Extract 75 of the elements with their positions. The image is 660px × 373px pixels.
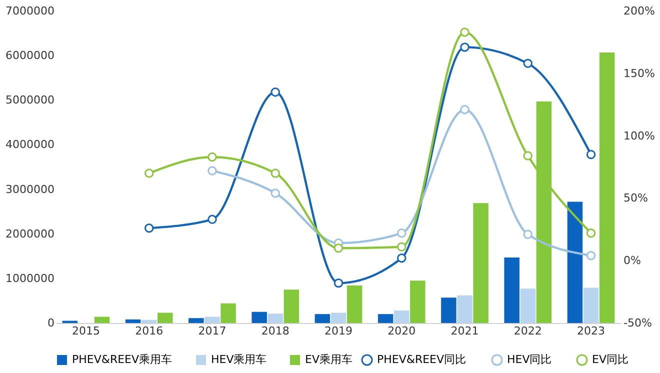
y-tick-label: 2000000: [6, 227, 54, 240]
point: [586, 228, 596, 238]
x-tick-label: 2017: [198, 324, 226, 338]
bar: [314, 314, 330, 323]
x-tick-label: 2020: [388, 324, 416, 338]
point: [460, 28, 470, 37]
y-tick-label: 5000000: [6, 94, 54, 107]
legend-label: EV乘用车: [305, 353, 352, 366]
point: [270, 188, 280, 198]
bar: [284, 290, 300, 323]
point: [270, 88, 280, 97]
point: [144, 224, 154, 233]
point: [334, 244, 344, 253]
bar: [220, 303, 236, 323]
point: [586, 250, 596, 260]
bar: [504, 257, 520, 323]
y2-tick-label: 150%: [624, 66, 655, 80]
bar: [441, 298, 456, 323]
point: [270, 168, 280, 178]
x-tick-label: 2015: [72, 324, 100, 338]
bar: [410, 280, 426, 323]
x-tick-label: 2016: [135, 324, 164, 338]
y2-tick-label: 100%: [624, 129, 655, 142]
bar: [141, 320, 157, 323]
bar: [457, 295, 472, 323]
point: [334, 278, 344, 288]
bar: [125, 319, 141, 323]
bar: [94, 316, 110, 323]
point: [523, 151, 533, 160]
x-tick-label: 2019: [324, 324, 352, 338]
bar: [473, 203, 488, 323]
bar: [268, 314, 283, 323]
bar: [204, 316, 220, 323]
point: [144, 168, 154, 178]
point: [523, 230, 533, 240]
legend-label: HEV同比: [507, 353, 552, 366]
y2-tick-label: -50%: [624, 316, 652, 330]
bar: [378, 314, 394, 323]
legend-label: PHEV&REEV乘用车: [72, 353, 172, 366]
point: [208, 214, 217, 224]
point: [523, 58, 533, 68]
bar: [252, 312, 267, 323]
bar: [394, 310, 410, 323]
y2-tick-label: 0%: [624, 254, 641, 268]
y-tick-label: 6000000: [6, 49, 54, 62]
bar: [599, 52, 615, 323]
x-tick-label: 2023: [577, 324, 606, 338]
point: [208, 152, 217, 162]
bar: [567, 202, 583, 323]
point: [460, 104, 470, 114]
bar: [330, 312, 346, 323]
y-tick-label: 3000000: [6, 182, 54, 196]
bar: [158, 312, 173, 323]
y-tick-label: 1000000: [6, 272, 54, 285]
bar: [583, 288, 599, 323]
point: [460, 42, 470, 52]
y2-tick-label: 50%: [624, 192, 648, 205]
bar: [346, 286, 362, 323]
y-tick-label: 4000000: [6, 138, 54, 152]
point: [586, 150, 596, 160]
legend-label: HEV乘用车: [211, 353, 267, 366]
point: [397, 253, 406, 263]
y-tick-label: 7000000: [6, 4, 54, 18]
x-tick-label: 2022: [514, 324, 542, 338]
point: [397, 242, 406, 252]
bar: [520, 288, 536, 323]
x-tick-label: 2021: [450, 324, 479, 338]
legend-label: EV同比: [592, 353, 628, 366]
y2-tick-label: 200%: [624, 4, 655, 18]
legend-label: PHEV&REEV同比: [377, 353, 466, 366]
point: [397, 228, 406, 238]
x-tick-label: 2018: [261, 324, 290, 338]
point: [208, 166, 217, 176]
bar: [188, 318, 204, 323]
y-tick-label: 0: [48, 316, 54, 330]
